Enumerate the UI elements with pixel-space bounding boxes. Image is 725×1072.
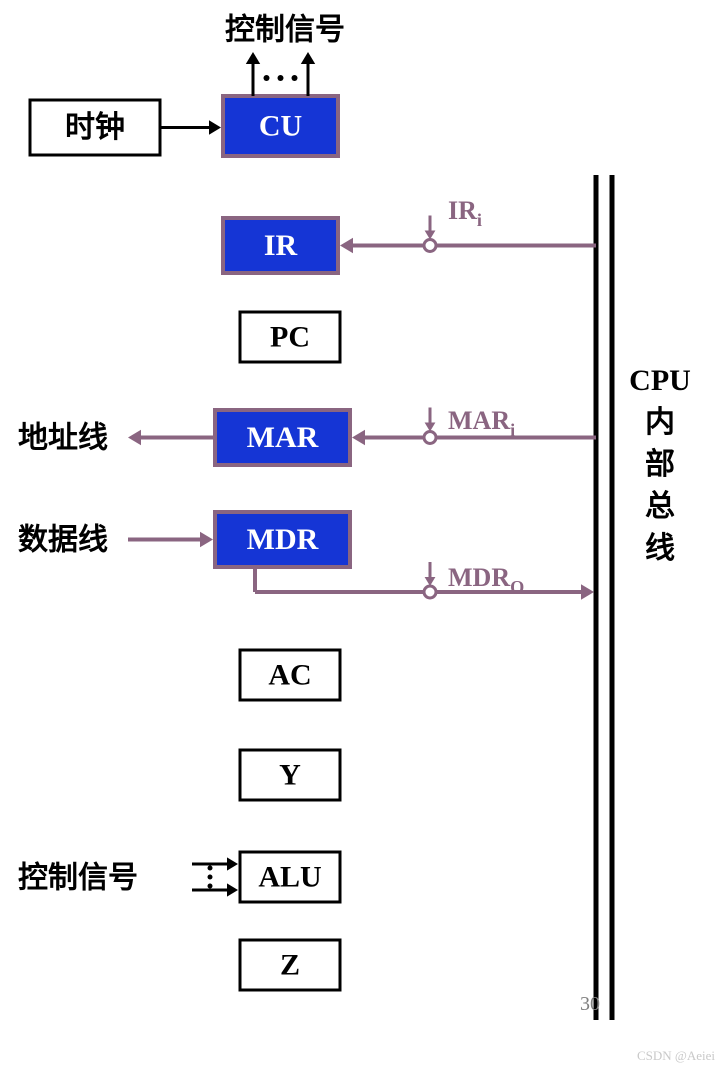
box-ac: AC <box>240 650 340 700</box>
sig-mari-node <box>424 432 436 444</box>
page-number: 30 <box>580 993 600 1015</box>
box-alu-label: ALU <box>258 861 321 894</box>
ellipsis-dot <box>208 866 213 871</box>
box-ir: IR <box>223 218 338 273</box>
label-addr-line: 地址线 <box>18 422 108 455</box>
box-mar: MAR <box>215 410 350 465</box>
box-pc-label: PC <box>270 321 310 354</box>
box-mdr-label: MDR <box>247 523 319 556</box>
box-alu: ALU <box>240 852 340 902</box>
bus-label: 部 <box>645 447 675 481</box>
box-ac-label: AC <box>268 659 311 692</box>
ellipsis-dot <box>292 75 298 81</box>
sig-iri-label: IRi <box>448 196 482 231</box>
box-z: Z <box>240 940 340 990</box>
sig-mari-label: MARi <box>448 406 515 441</box>
bus-label: 线 <box>645 532 675 565</box>
ellipsis-dot <box>208 875 213 880</box>
box-mdr: MDR <box>215 512 350 567</box>
bus-label: 内 <box>645 406 675 439</box>
box-cu-label: CU <box>259 110 302 143</box>
box-y: Y <box>240 750 340 800</box>
box-mar-label: MAR <box>247 421 319 454</box>
bus-label: CPU <box>629 364 691 397</box>
label-bottom-control: 控制信号 <box>18 862 138 895</box>
label-top-control: 控制信号 <box>225 14 345 47</box>
box-cu: CU <box>223 96 338 156</box>
box-z-label: Z <box>280 949 300 982</box>
box-ir-label: IR <box>264 229 298 262</box>
label-data-line: 数据线 <box>18 524 108 557</box>
box-clock-label: 时钟 <box>65 111 125 144</box>
box-pc: PC <box>240 312 340 362</box>
box-clock: 时钟 <box>30 100 160 155</box>
sig-iri-node <box>424 240 436 252</box>
ellipsis-dot <box>278 75 284 81</box>
ellipsis-dot <box>208 884 213 889</box>
bus-label: 总 <box>645 490 675 523</box>
sig-mdro-node <box>424 586 436 598</box>
ellipsis-dot <box>264 75 270 81</box>
watermark: CSDN @Aeiei <box>637 1048 715 1063</box>
box-y-label: Y <box>279 759 301 792</box>
